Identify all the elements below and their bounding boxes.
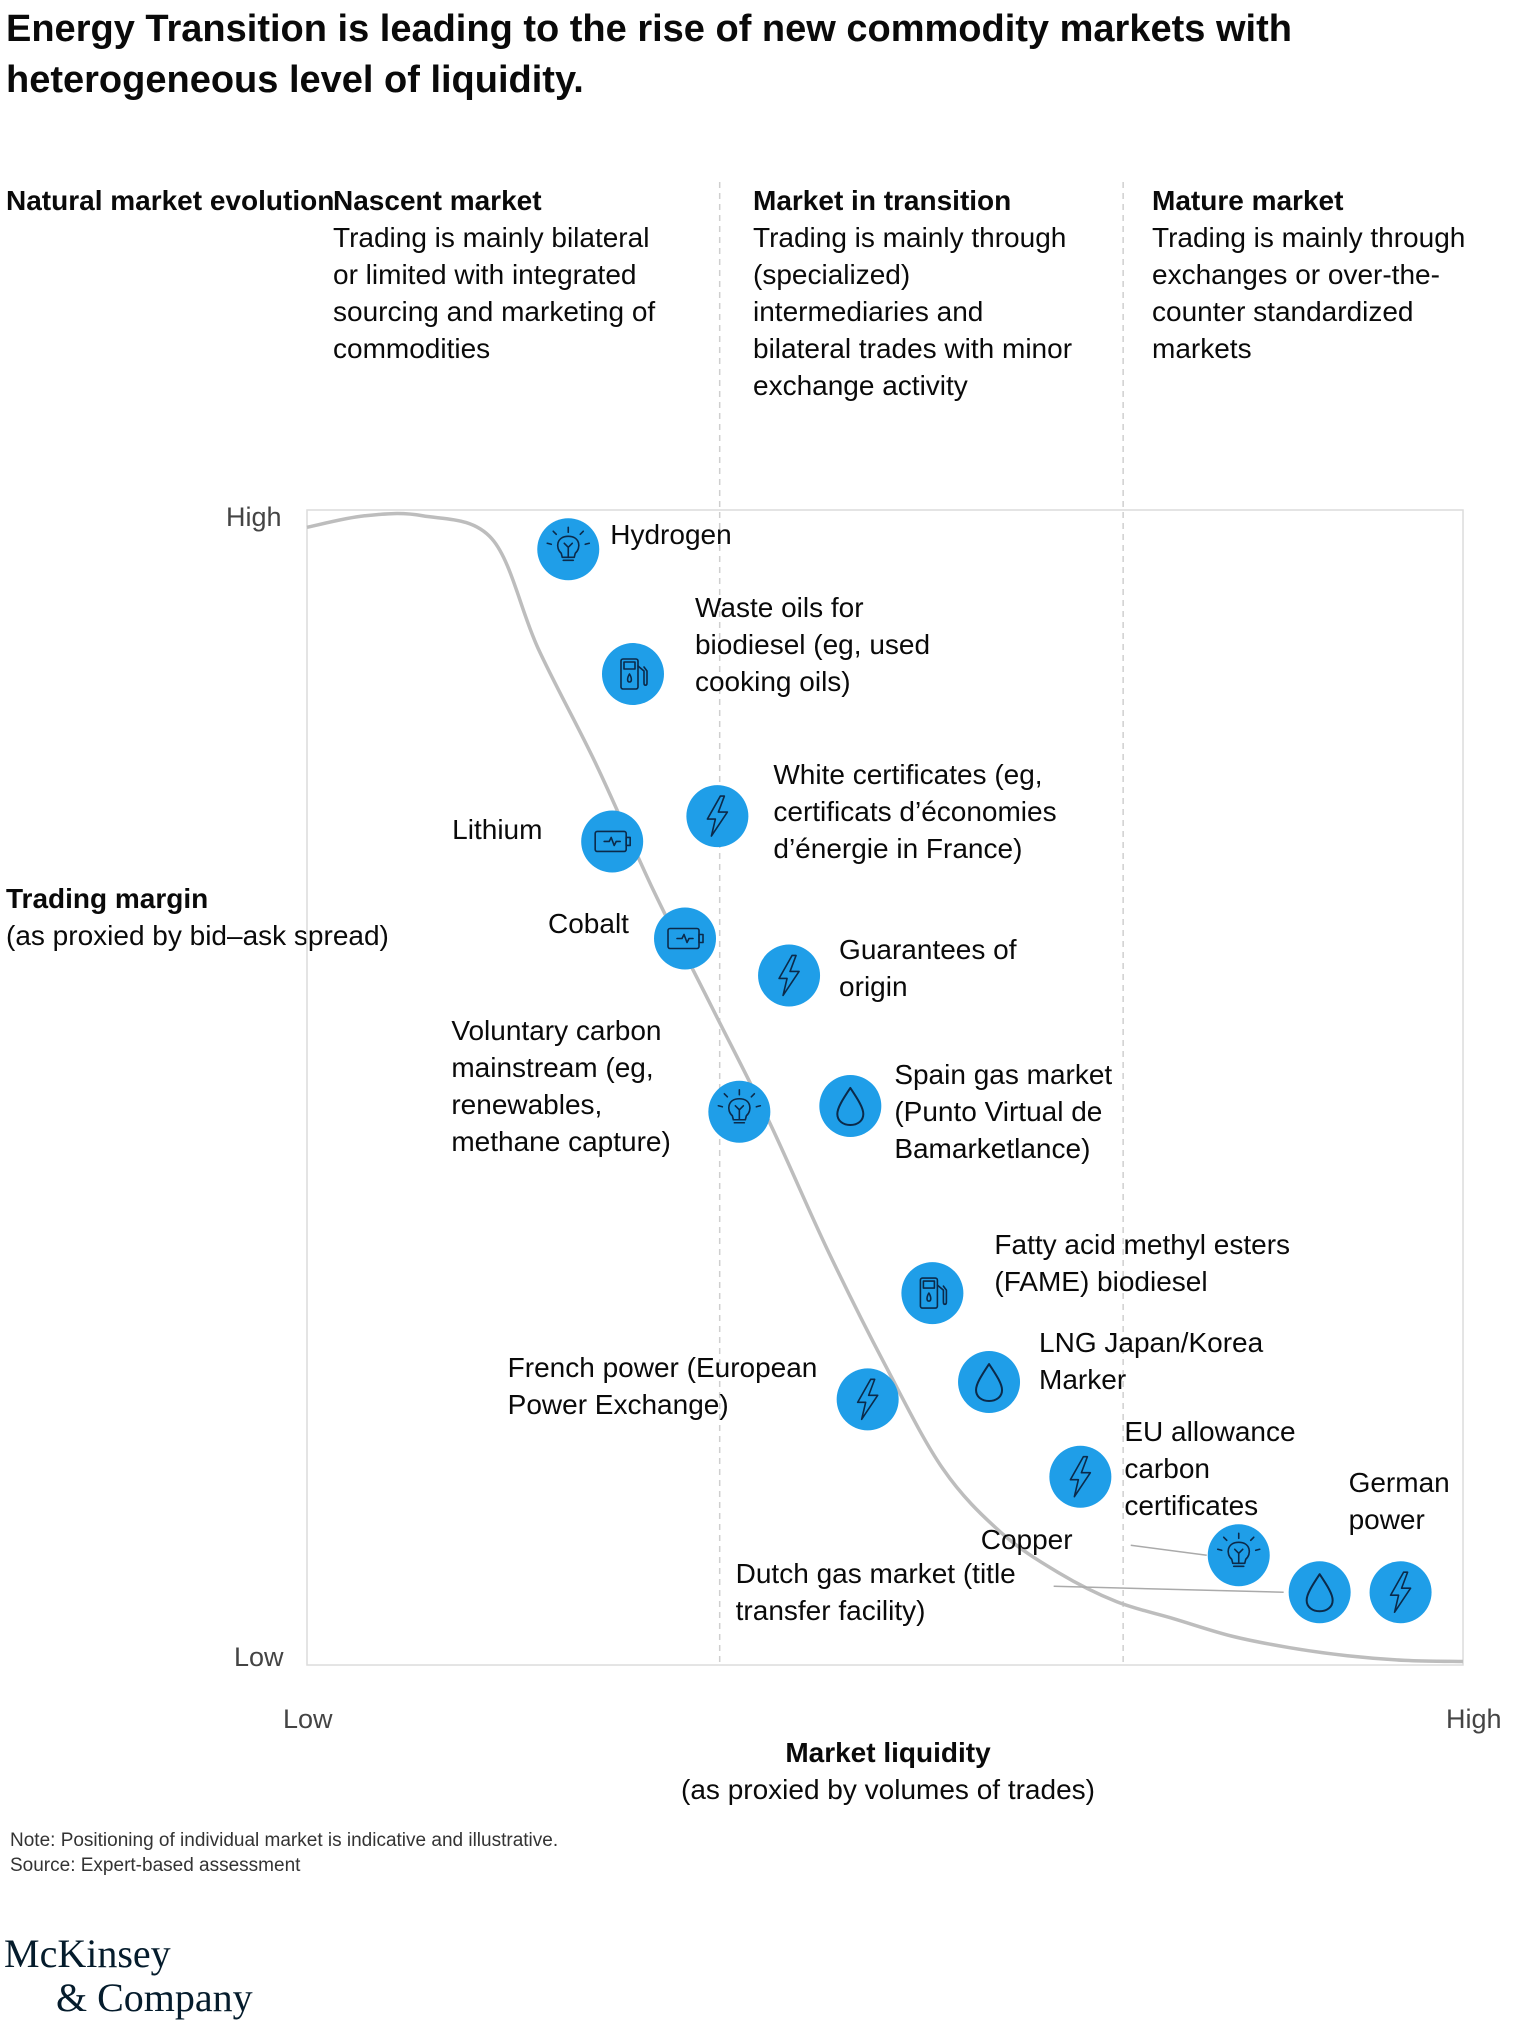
water-drop-icon (1305, 1573, 1334, 1613)
water-drop-icon (836, 1086, 865, 1126)
point-label: French power (European Power Exchange) (507, 1352, 818, 1421)
data-point (1049, 1445, 1112, 1508)
data-point (1207, 1524, 1270, 1587)
fuel-pump-icon (919, 1277, 948, 1309)
data-point (654, 907, 717, 970)
lightning-icon (1069, 1455, 1092, 1498)
x-tick-low: Low (283, 1704, 333, 1734)
liquidity-curve (306, 511, 1464, 1664)
point-label: Cobalt (548, 907, 629, 939)
lightning-icon (1389, 1571, 1412, 1614)
point-label: Voluntary carbon mainstream (eg, renewab… (451, 1014, 671, 1157)
battery-icon (667, 927, 704, 950)
marker-circle (1288, 1561, 1351, 1624)
lightning-icon (778, 954, 800, 997)
point-label: Dutch gas market (title transfer facilit… (735, 1558, 1016, 1627)
chart-plot (306, 182, 1464, 1666)
marker-circle (758, 944, 821, 1007)
point-label: Copper (980, 1524, 1073, 1556)
lightning-icon (706, 795, 729, 837)
point-label: EU allowance carbon certificates (1124, 1415, 1296, 1521)
phase-nascent: Nascent market Trading is mainly bilater… (333, 182, 673, 367)
data-point (686, 785, 749, 848)
mckinsey-logo: McKinsey & Company (4, 1931, 253, 2020)
y-tick-low: Low (234, 1642, 284, 1672)
data-point (819, 1074, 882, 1137)
lightbulb-icon (1216, 1532, 1261, 1568)
source-text: Source: Expert-based assessment (10, 1855, 301, 1876)
point-label: Guarantees of origin (839, 934, 1017, 1003)
data-point (958, 1351, 1021, 1414)
y-axis-title: Trading margin (as proxied by bid–ask sp… (6, 883, 389, 951)
footnotes: Note: Positioning of individual market i… (10, 1828, 558, 1878)
data-point (1288, 1561, 1351, 1624)
marker-circle (686, 785, 749, 848)
marker-circle (901, 1262, 964, 1325)
note-text: Note: Positioning of individual market i… (10, 1830, 559, 1851)
marker-circle (1369, 1561, 1432, 1624)
marker-circle (819, 1074, 882, 1137)
point-label: Spain gas market (Punto Virtual de Bamar… (894, 1058, 1113, 1164)
phase-name: Market in transition (753, 185, 1012, 216)
marker-circle (601, 643, 664, 706)
leader-line (1130, 1544, 1207, 1557)
data-point (901, 1262, 964, 1325)
phase-name: Mature market (1152, 185, 1344, 216)
point-label: Fatty acid methyl esters (FAME) biodiese… (994, 1229, 1291, 1298)
lightbulb-icon (717, 1088, 762, 1124)
plot-frame (306, 509, 1464, 1666)
fuel-pump-icon (620, 658, 648, 690)
water-drop-icon (975, 1363, 1004, 1403)
data-point (1369, 1561, 1432, 1624)
chart-title: Energy Transition is leading to the rise… (6, 8, 1292, 101)
leader-line (1053, 1585, 1284, 1593)
marker-circle (1049, 1445, 1112, 1508)
data-point (836, 1368, 899, 1431)
data-point (601, 643, 664, 706)
data-point (581, 810, 644, 873)
phase-transition: Market in transition Trading is mainly t… (753, 182, 1083, 404)
x-axis-title: Market liquidity (as proxied by volumes … (681, 1737, 1095, 1805)
phase-description: Trading is mainly through exchanges or o… (1152, 222, 1466, 364)
marker-circle (836, 1368, 899, 1431)
point-label: White certificates (eg, certificats d’éc… (773, 759, 1057, 865)
point-label: German power (1348, 1467, 1450, 1536)
point-label: LNG Japan/Korea Marker (1039, 1327, 1264, 1396)
data-point (537, 518, 600, 581)
phase-mature: Mature market Trading is mainly through … (1152, 182, 1472, 367)
lightbulb-icon (546, 526, 591, 562)
point-label: Hydrogen (610, 519, 732, 551)
phase-name: Nascent market (333, 185, 542, 216)
data-point (708, 1080, 771, 1143)
point-label: Lithium (452, 814, 543, 846)
phase-description: Trading is mainly through (specialized) … (753, 222, 1073, 401)
marker-circle (958, 1351, 1021, 1414)
point-label: Waste oils for biodiesel (eg, used cooki… (694, 592, 931, 697)
phase-description: Trading is mainly bilateral or limited w… (333, 222, 656, 364)
battery-icon (594, 830, 631, 853)
lightning-icon (856, 1378, 879, 1421)
data-point (758, 944, 821, 1007)
y-tick-high: High (226, 502, 282, 532)
evolution-label: Natural market evolution (6, 185, 335, 216)
x-tick-high: High (1446, 1704, 1502, 1734)
